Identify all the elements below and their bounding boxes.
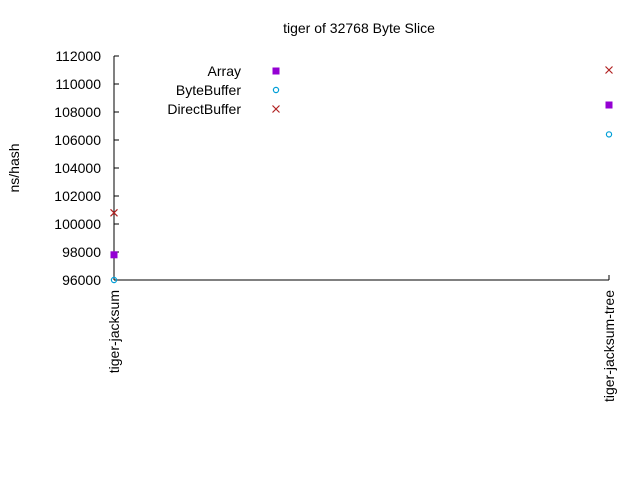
y-ticks: 96000 98000 100000 102000 104000 106000 108000… <box>54 48 119 288</box>
data-points <box>110 66 613 284</box>
legend-label: ByteBuffer <box>176 82 241 98</box>
legend-label: Array <box>208 63 241 79</box>
data-point <box>110 276 118 284</box>
y-tick-label: 108000 <box>54 104 101 120</box>
y-tick-label: 104000 <box>54 160 101 176</box>
data-point <box>605 66 613 74</box>
y-tick-label: 96000 <box>62 272 101 288</box>
y-axis-label: ns/hash <box>6 143 22 192</box>
y-tick-label: 102000 <box>54 188 101 204</box>
y-tick-label: 98000 <box>62 244 101 260</box>
legend-marker <box>272 86 280 94</box>
x-tick-label: tiger-jacksum <box>106 290 122 373</box>
data-point <box>605 101 613 109</box>
legend: Array ByteBuffer DirectBuffer <box>167 63 280 117</box>
chart-title: tiger of 32768 Byte Slice <box>283 20 435 36</box>
x-tick-label: tiger-jacksum-tree <box>601 290 617 402</box>
y-tick-label: 100000 <box>54 216 101 232</box>
data-point <box>605 131 613 138</box>
legend-marker <box>272 105 280 113</box>
data-point <box>110 208 118 217</box>
data-point <box>110 251 118 259</box>
x-ticks: tiger-jacksum tiger-jacksum-tree <box>106 275 617 402</box>
y-tick-label: 110000 <box>55 76 101 92</box>
legend-label: DirectBuffer <box>167 101 241 117</box>
y-tick-label: 106000 <box>54 132 101 148</box>
y-tick-label: 112000 <box>55 48 101 64</box>
legend-marker <box>272 67 280 75</box>
